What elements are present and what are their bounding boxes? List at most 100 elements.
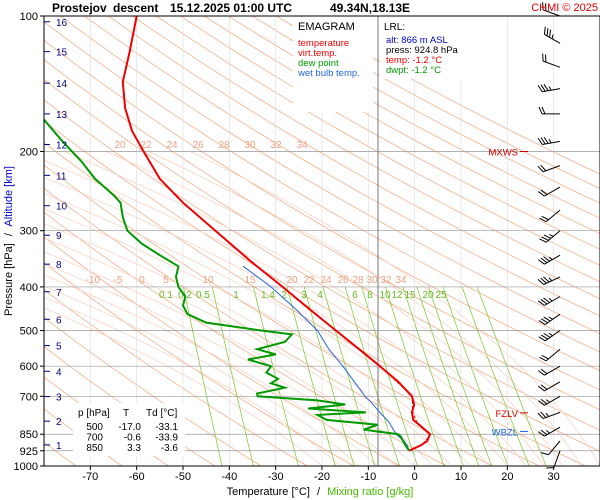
wind-barb-staff [545,348,561,362]
wind-barb [538,330,561,342]
lrl-dwpt: dwpt: -1.2 °C [386,65,441,76]
x-tick-label: -10 [360,471,376,483]
wind-barb-flag [541,236,549,241]
altitude-tick-label: 3 [56,393,62,404]
x-tick-label: 0 [412,471,418,483]
dry-adiabat [60,16,600,335]
moist-adiabat-label: 30 [366,275,378,286]
wind-barb-flag [540,299,548,305]
wind-barb-half-flag [548,86,552,91]
wind-barb-flag [538,106,543,115]
mixing-ratio-label: 4 [317,290,323,301]
altitude-tick-label: 7 [56,288,62,299]
wind-barb [542,53,561,68]
wind-barb-staff [544,381,561,392]
dry-adiabat-label: 26 [192,140,204,151]
wind-barb-flag [549,29,552,38]
x-tick-label: -20 [314,471,330,483]
wind-barb-staff [544,186,561,197]
wind-barb-flag [540,137,546,145]
wind-barb-flag [537,165,544,173]
wind-barb-flag [543,234,552,239]
wind-barb-flag [539,356,547,362]
wind-barb-flag [541,354,549,360]
altitude-tick-label: 6 [56,315,62,326]
wind-barb-flag [546,28,549,36]
moist-adiabat-label: 5 [163,275,169,286]
mixing-ratio-label: 3 [301,290,307,301]
altitude-tick-label: 11 [56,171,67,182]
altitude-tick-label: 4 [56,367,62,378]
mixing-ratio-label: 1.4 [261,290,275,301]
wind-barb [543,26,561,44]
lrl-temp: temp: -1.2 °C [386,55,442,66]
wind-barb [538,106,560,115]
wind-barb-flag [540,164,547,172]
x-tick-label: -70 [82,471,98,483]
wind-barb-flag [540,318,548,324]
wind-barb-flag [543,256,550,262]
wind-barb-half-flag [548,139,552,144]
wind-barb-flag [538,300,545,306]
wind-barb-half-flag [548,256,553,261]
wind-barb-flag [540,384,548,390]
dry-adiabat [44,21,600,353]
y-axis-label-altitude: Altitude [km] [3,166,15,227]
altitude-tick-label: 10 [56,202,68,213]
wind-barb-flag [538,370,545,376]
wind-barb-flag [540,277,547,284]
wind-barb [538,426,561,437]
wind-barb-flag [544,54,547,63]
x-axis-ticks: -70 -60 -50 -40 -30 -20 -10 0 10 20 30 [82,466,560,483]
levels-cell: -3.6 [161,443,179,454]
pressure-axis-ticks: 100 200 300 400 500 600 700 850 925 1000 [14,11,44,473]
wind-barb-flag [542,2,544,10]
levels-cell: 850 [86,443,103,454]
wind-barb-flag [538,400,545,406]
dry-adiabat [252,16,600,204]
wind-barb-flag [537,279,545,285]
wind-barb-flag [543,332,551,338]
wind-barb-flag [540,398,548,405]
wind-barb-staff [545,209,561,223]
lrl-box [380,17,482,79]
moist-adiabat-label: 0 [139,275,145,286]
altitude-tick-label: 13 [56,110,68,121]
dry-adiabat-label: 34 [296,140,308,151]
pressure-tick-label: 400 [20,282,38,294]
wind-barb [538,313,561,325]
dry-adiabat [44,59,600,391]
pressure-tick-label: 700 [20,391,38,403]
lrl-title: LRL: [384,22,405,33]
mixing-ratio-label: 1 [233,290,239,301]
wind-barb-flag [537,137,543,145]
series-dew-point [44,117,410,452]
marker-wbzl-label: WBZL [492,427,518,438]
background-line-labels: 20 22 24 26 28 30 32 34-10 -5 0 5 10 15 20 22 24 26 28 30 3… [86,140,447,301]
wind-barb [546,450,561,469]
wind-barb-flag [540,452,549,456]
wind-barb-flag [540,189,548,196]
wind-barb-staff [544,395,561,406]
pressure-tick-label: 850 [20,429,38,441]
wind-barb-flag [539,217,547,223]
wind-barb [538,365,561,376]
wind-barb-half-flag [548,332,553,337]
header-datetime: 15.12.2025 01:00 UTC [170,1,292,15]
profile-series [44,16,432,452]
header-mode: descent [113,1,158,15]
levels-cell: -0.6 [124,433,142,444]
wind-barb-half-flag [548,297,553,302]
header-station: Prostejov [52,1,107,15]
legend-item-1: virt.temp. [298,48,337,59]
legend-item-0: temperature [298,38,349,49]
moist-adiabat-label: 20 [286,275,298,286]
mixing-ratio-label: 0.1 [159,290,173,301]
mixing-ratio-label: 6 [352,290,358,301]
wind-barb [539,348,561,362]
wind-barb [538,254,561,265]
series-virt-temp [249,260,432,452]
moist-adiabat-label: -5 [114,275,123,286]
wind-barb-flag [538,431,545,437]
